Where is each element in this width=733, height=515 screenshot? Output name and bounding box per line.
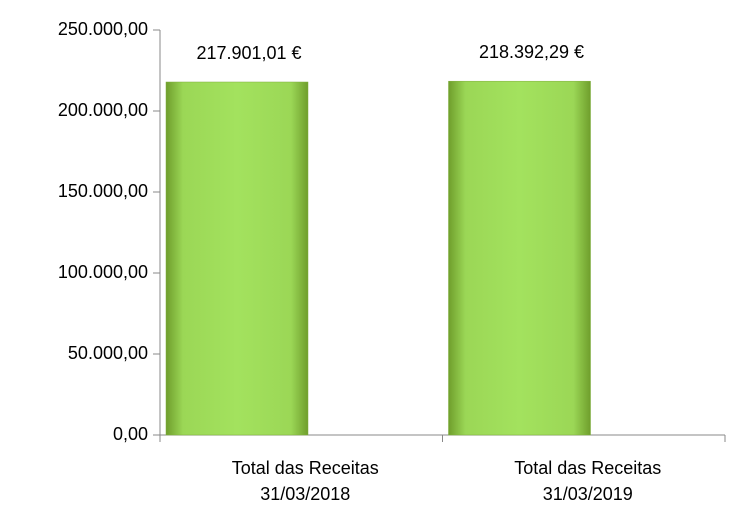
y-tick-label: 200.000,00 [58,100,148,120]
bar [165,81,309,436]
x-tick-label: Total das Receitas 31/03/2019 [514,458,662,504]
x-tick-label: Total das Receitas 31/03/2018 [231,458,379,504]
y-tick-label: 0,00 [113,424,148,444]
bar [448,80,591,436]
y-tick-label: 50.000,00 [68,343,148,363]
value-label: 217.901,01 € [196,43,301,63]
value-label: 218.392,29 € [479,42,584,62]
y-tick-label: 150.000,00 [58,181,148,201]
y-tick-label: 100.000,00 [58,262,148,282]
y-tick-label: 250.000,00 [58,19,148,39]
